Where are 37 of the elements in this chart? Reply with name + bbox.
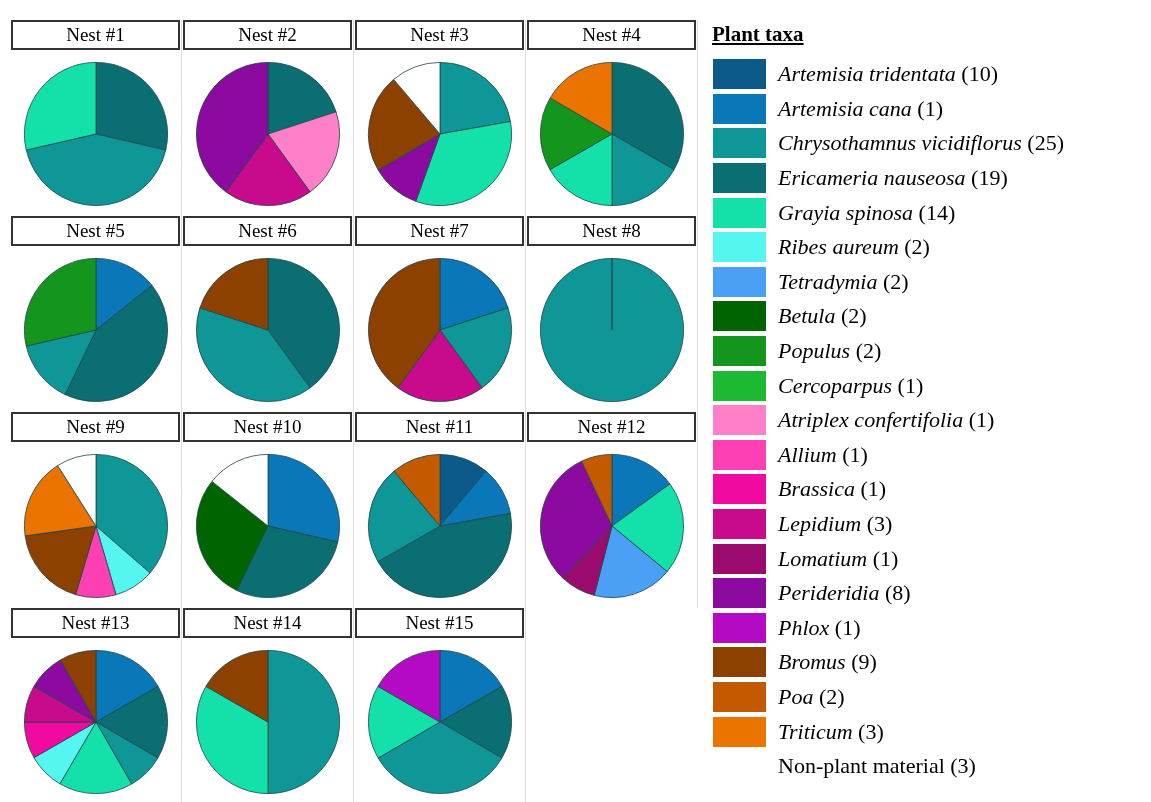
category-label: Grayia spinosa (14) xyxy=(778,199,956,226)
chart-title: Nest #1 xyxy=(11,20,180,50)
chart-title: Nest #8 xyxy=(527,216,696,246)
category-label: Allium (1) xyxy=(778,441,868,468)
category-label: Artemisia tridentata (10) xyxy=(778,61,998,88)
category-label: Poa (2) xyxy=(778,683,845,710)
chart-title: Nest #13 xyxy=(11,608,180,638)
chart-title: Nest #14 xyxy=(183,608,352,638)
chart-title: Nest #15 xyxy=(355,608,524,638)
chart-title: Nest #10 xyxy=(183,412,352,442)
category-label: Chrysothamnus vicidiflorus (25) xyxy=(778,130,1064,157)
category-label: Tetradymia (2) xyxy=(778,268,909,295)
chart-title: Nest #3 xyxy=(355,20,524,50)
chart-title: Nest #9 xyxy=(11,412,180,442)
category-label: Ericameria nauseosa (19) xyxy=(778,165,1008,192)
category-label: Cercoparpus (1) xyxy=(778,372,924,399)
category-label: Triticum (3) xyxy=(778,718,884,745)
category-label: Populus (2) xyxy=(778,338,882,365)
category-label: Betula (2) xyxy=(778,303,867,330)
chart-title: Nest #4 xyxy=(527,20,696,50)
category-label: Perideridia (8) xyxy=(778,580,911,607)
chart-title: Nest #12 xyxy=(527,412,696,442)
category-label: Brassica (1) xyxy=(778,476,887,503)
category-label: Lepidium (3) xyxy=(778,511,893,538)
chart-title: Nest #11 xyxy=(355,412,524,442)
category-label: Ribes aureum (2) xyxy=(778,234,930,261)
category-label: Artemisia cana (1) xyxy=(778,95,943,122)
category-label: Bromus (9) xyxy=(778,649,877,676)
chart-title: Nest #6 xyxy=(183,216,352,246)
category-label: Phlox (1) xyxy=(778,614,861,641)
chart-title: Nest #7 xyxy=(355,216,524,246)
chart-title: Nest #2 xyxy=(183,20,352,50)
text: Plant taxa xyxy=(712,22,805,47)
category-label: Non-plant material (3) xyxy=(778,753,976,780)
category-label: Atriplex confertifolia (1) xyxy=(778,407,995,434)
category-label: Lomatium (1) xyxy=(778,545,899,572)
chart-title: Nest #5 xyxy=(11,216,180,246)
